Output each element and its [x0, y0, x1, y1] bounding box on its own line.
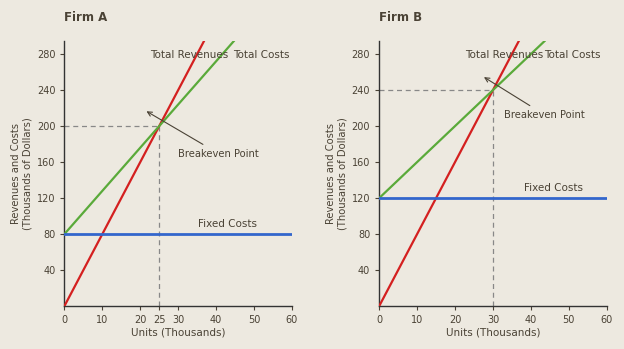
Text: Total Costs: Total Costs — [233, 50, 290, 60]
Y-axis label: Revenues and Costs
(Thousands of Dollars): Revenues and Costs (Thousands of Dollars… — [11, 117, 32, 230]
Text: Fixed Costs: Fixed Costs — [524, 183, 583, 193]
Text: Fixed Costs: Fixed Costs — [198, 219, 257, 229]
Text: Firm B: Firm B — [379, 11, 422, 24]
X-axis label: Units (Thousands): Units (Thousands) — [446, 328, 540, 338]
Text: Breakeven Point: Breakeven Point — [485, 78, 585, 120]
Text: Total Costs: Total Costs — [544, 50, 601, 60]
Text: Total Revenues: Total Revenues — [466, 50, 544, 60]
Y-axis label: Revenues and Costs
(Thousands of Dollars): Revenues and Costs (Thousands of Dollars… — [326, 117, 348, 230]
Text: Firm A: Firm A — [64, 11, 108, 24]
Text: Breakeven Point: Breakeven Point — [147, 112, 259, 158]
X-axis label: Units (Thousands): Units (Thousands) — [131, 328, 225, 338]
Text: Total Revenues: Total Revenues — [150, 50, 229, 60]
